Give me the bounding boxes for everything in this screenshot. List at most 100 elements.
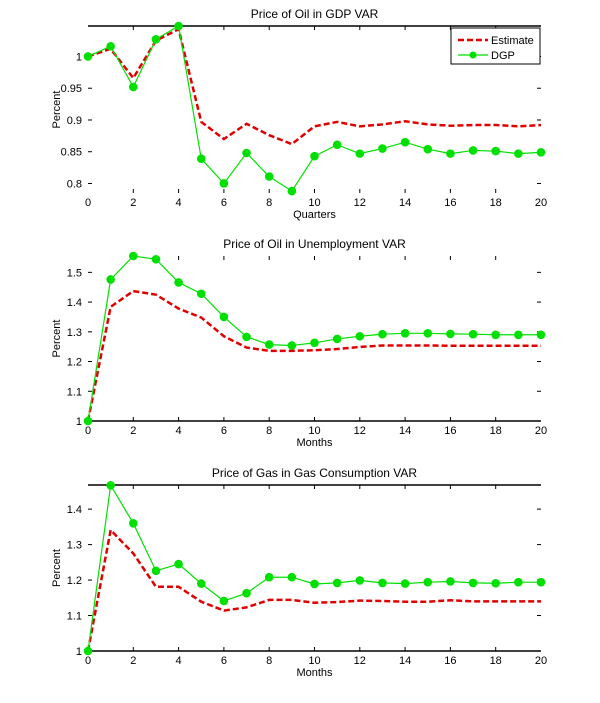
data-point-dgp [219,596,229,606]
data-point-dgp [355,149,365,158]
y-tick-label: 0.8 [67,178,82,190]
y-axis-label: Percent [51,91,63,129]
y-tick-label: 1.2 [67,575,82,587]
data-point-dgp [83,52,93,61]
x-tick-label: 4 [176,655,182,667]
data-point-dgp [536,330,546,340]
x-tick-label: 18 [490,197,502,209]
data-point-dgp [378,329,387,339]
data-point-dgp [446,577,455,586]
x-tick-label: 20 [535,655,547,667]
data-point-dgp [332,578,342,588]
data-point-dgp [287,186,297,196]
data-point-dgp [491,578,501,588]
x-tick-label: 2 [130,425,136,437]
x-axis-label: Quarters [293,209,336,221]
data-point-dgp [514,577,523,587]
x-tick-label: 10 [308,655,320,667]
data-point-dgp [242,148,251,158]
data-point-dgp [106,42,115,51]
x-tick-label: 18 [490,655,502,667]
data-point-dgp [400,579,410,588]
x-axis-label: Months [296,437,333,449]
legend-marker-dgp [469,51,477,59]
data-point-dgp [332,334,342,344]
data-point-dgp [242,332,251,342]
x-tick-label: 8 [266,655,272,667]
legend-box [450,27,541,65]
data-point-dgp [174,21,183,31]
y-tick-label: 1.1 [67,611,82,623]
series-line-dgp [87,255,541,422]
data-point-dgp [468,329,478,339]
chart-title: Price of Gas in Gas Consumption VAR [212,466,418,480]
x-tick-label: 20 [535,425,547,437]
y-tick-label: 1.4 [67,297,82,309]
x-tick-label: 0 [85,655,91,667]
data-point-dgp [310,151,319,161]
x-tick-label: 6 [221,655,227,667]
x-tick-label: 16 [444,197,456,209]
legend-label-dgp: DGP [491,50,515,62]
x-tick-label: 20 [535,197,547,209]
x-tick-label: 14 [399,425,411,437]
x-tick-label: 10 [308,197,320,209]
x-tick-label: 8 [266,197,272,209]
x-tick-label: 14 [399,197,411,209]
chart-title: Price of Oil in Unemployment VAR [223,237,406,251]
y-tick-label: 1 [76,416,82,428]
x-tick-label: 2 [130,655,136,667]
data-point-dgp [536,148,546,157]
y-tick-label: 0.85 [61,147,82,159]
data-point-dgp [83,646,93,656]
data-point-dgp [264,572,274,582]
chart-title: Price of Oil in GDP VAR [251,7,379,21]
data-point-dgp [310,338,319,348]
x-tick-label: 12 [354,655,366,667]
data-point-dgp [514,330,523,340]
data-point-dgp [196,579,206,588]
data-point-dgp [310,579,319,589]
y-axis-label: Percent [51,549,63,587]
data-point-dgp [129,82,138,92]
x-tick-label: 12 [354,197,366,209]
x-tick-label: 6 [221,197,227,209]
y-tick-label: 0.9 [67,115,82,127]
y-tick-label: 1.3 [67,327,82,339]
x-tick-label: 6 [221,425,227,437]
data-point-dgp [423,144,433,154]
series-line-estimate [87,27,542,146]
y-tick-label: 0.95 [61,83,82,95]
data-point-dgp [400,328,410,338]
y-axis-label: Percent [51,320,63,358]
data-point-dgp [174,559,183,569]
x-tick-label: 8 [266,425,272,437]
data-point-dgp [355,331,365,341]
data-point-dgp [536,577,546,587]
x-tick-label: 10 [308,425,320,437]
y-tick-label: 1.2 [67,357,82,369]
data-point-dgp [287,341,297,350]
data-point-dgp [423,328,433,338]
data-point-dgp [400,137,410,147]
series-line-estimate [86,527,541,652]
x-tick-label: 16 [444,425,456,437]
data-point-dgp [151,566,161,576]
data-point-dgp [129,519,138,528]
x-axis-label: Months [296,667,333,679]
data-point-dgp [468,146,478,155]
x-tick-label: 0 [85,425,91,437]
y-tick-label: 1.3 [67,540,82,552]
x-tick-label: 18 [490,425,502,437]
data-point-dgp [287,572,297,582]
data-point-dgp [151,35,161,44]
x-tick-label: 12 [354,425,366,437]
y-tick-label: 1 [76,51,82,63]
y-tick-label: 1.1 [67,386,82,398]
x-tick-label: 16 [444,655,456,667]
data-point-dgp [196,154,206,164]
y-tick-label: 1 [76,646,82,658]
data-point-dgp [151,254,161,264]
legend-label-estimate: Estimate [491,35,534,47]
